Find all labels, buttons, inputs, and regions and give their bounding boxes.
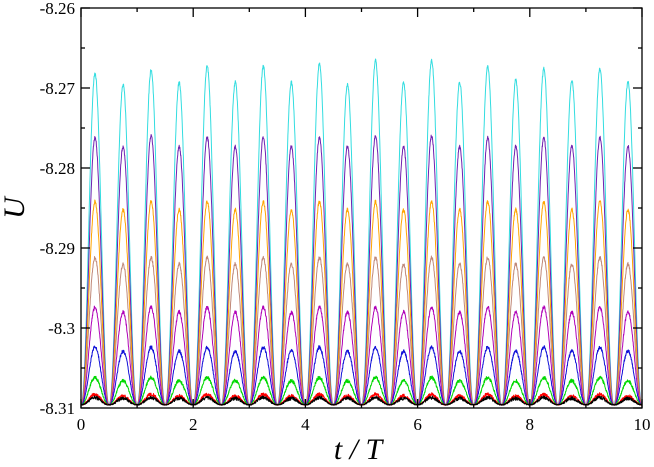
y-tick-label: -8.26	[40, 0, 75, 18]
x-axis-title: t / T	[334, 433, 385, 466]
plot-frame	[80, 7, 643, 409]
y-tick-label: -8.29	[40, 239, 75, 258]
series-line-1	[80, 395, 643, 406]
series-line-3	[80, 375, 643, 406]
y-tick-label: -8.27	[40, 79, 76, 98]
series-line-2	[80, 392, 643, 406]
series-line-8	[80, 134, 643, 406]
x-tick-label: 8	[526, 415, 535, 434]
y-tick-label: -8.28	[40, 159, 75, 178]
series-line-6	[80, 255, 643, 406]
series-line-4	[80, 345, 643, 406]
x-tick-label: 10	[634, 415, 651, 434]
series-line-9	[80, 58, 643, 406]
x-tick-label: 4	[301, 415, 310, 434]
y-tick-label: -8.3	[48, 319, 75, 338]
x-tick-label: 0	[77, 415, 86, 434]
series-layer	[80, 58, 643, 406]
series-line-5	[80, 305, 643, 406]
tick-labels-layer: 0 2 4 6 8 10 -8.31 -8.3 -8.29 -8.28 -8.27 -8.26	[40, 0, 651, 434]
x-tick-label: 2	[189, 415, 198, 434]
ticks-layer	[80, 7, 643, 409]
y-tick-label: -8.31	[40, 399, 75, 418]
series-line-7	[80, 199, 643, 406]
x-tick-label: 6	[413, 415, 422, 434]
y-axis-title: U	[0, 195, 31, 219]
